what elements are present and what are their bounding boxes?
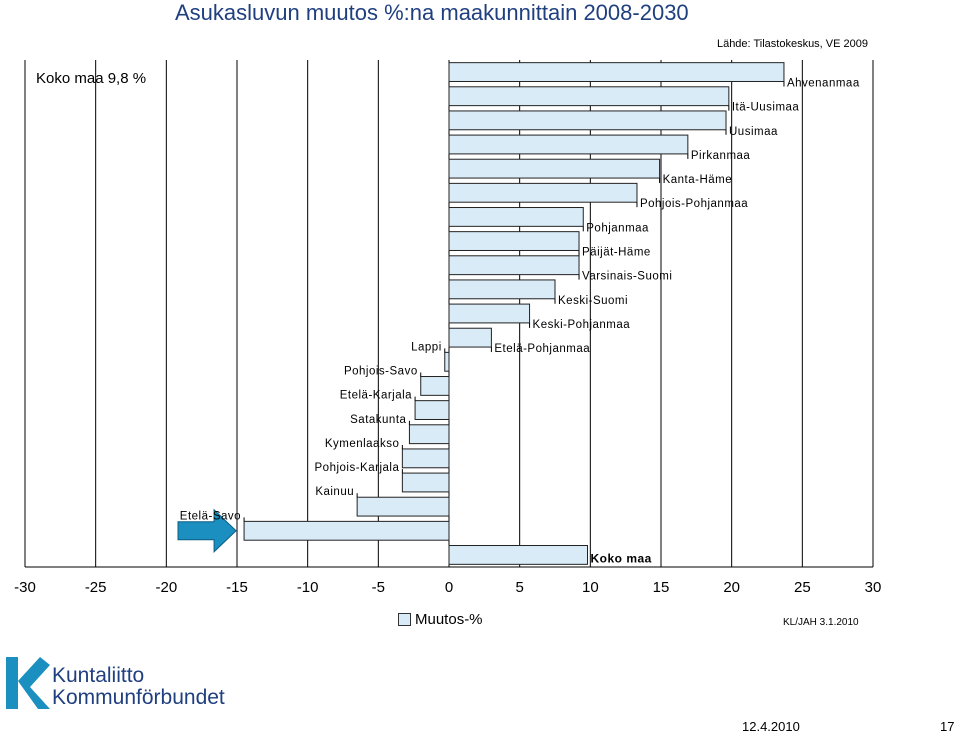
bar-keski-suomi bbox=[448, 279, 556, 300]
x-tick-label: -15 bbox=[226, 579, 248, 596]
author-stamp: KL/JAH 3.1.2010 bbox=[783, 617, 859, 628]
bar-kymenlaakso bbox=[401, 448, 450, 469]
category-label: Varsinais-Suomi bbox=[582, 271, 672, 283]
category-label: Koko maa bbox=[591, 551, 652, 565]
kuntaliitto-logo-icon bbox=[6, 657, 50, 709]
legend-swatch bbox=[398, 613, 411, 626]
category-label: Etelä-Karjala bbox=[340, 390, 412, 402]
category-label: Ahvenanmaa bbox=[787, 77, 860, 89]
logo-line-2: Kommunförbundet bbox=[52, 686, 225, 709]
logo-line-1: Kuntaliitto bbox=[52, 664, 145, 687]
bar-koko-maa bbox=[448, 545, 589, 565]
category-label: Keski-Pohjanmaa bbox=[533, 319, 631, 331]
x-tick-label: -10 bbox=[297, 579, 319, 596]
bar-chart: Ahvenanmaa Itä-Uusimaa Uusimaa Pirkanmaa Kan… bbox=[14, 60, 881, 596]
x-tick-label: 30 bbox=[865, 579, 882, 596]
logo-wordmark: Kuntaliitto Kommunförbundet bbox=[52, 665, 225, 709]
category-label: Uusimaa bbox=[729, 126, 778, 138]
bar-uusimaa bbox=[448, 110, 727, 131]
category-label: Pohjois-Karjala bbox=[315, 462, 400, 474]
bar-pirkanmaa bbox=[448, 134, 689, 155]
bar-pohjois-karjala bbox=[401, 472, 450, 493]
x-tick-label: 20 bbox=[723, 579, 740, 596]
x-tick-label: -5 bbox=[372, 579, 385, 596]
page-number: 17 bbox=[940, 719, 955, 734]
bar-kanta-h-me bbox=[448, 158, 661, 179]
bar-p-ij-t-h-me bbox=[448, 231, 580, 251]
x-tick-label: -20 bbox=[155, 579, 177, 596]
category-label: Etelä-Savo bbox=[180, 510, 241, 522]
category-label: Kymenlaakso bbox=[325, 438, 400, 450]
category-label: Päijät-Häme bbox=[582, 246, 651, 258]
bar-pohjois-pohjanmaa bbox=[448, 182, 638, 203]
category-labels: Ahvenanmaa Itä-Uusimaa Uusimaa Pirkanmaa Kan… bbox=[180, 77, 860, 565]
bar-etel-pohjanmaa bbox=[448, 327, 492, 348]
category-label: Etelä-Pohjanmaa bbox=[494, 343, 590, 355]
x-tick-label: 25 bbox=[794, 579, 811, 596]
bar-kainuu bbox=[356, 496, 450, 517]
bar-keski-pohjanmaa bbox=[448, 303, 531, 324]
x-tick-label: 10 bbox=[582, 579, 599, 596]
bar-pohjanmaa bbox=[448, 207, 584, 227]
bar-satakunta bbox=[408, 424, 450, 445]
bar-etel-karjala bbox=[414, 400, 450, 420]
category-label: Pirkanmaa bbox=[691, 150, 751, 162]
highlight-arrow-icon bbox=[177, 508, 237, 553]
bars bbox=[243, 62, 785, 565]
legend-label: Muutos-% bbox=[415, 611, 483, 628]
category-label: Pohjois-Savo bbox=[344, 366, 418, 378]
source-note: Lähde: Tilastokeskus, VE 2009 bbox=[716, 38, 868, 50]
category-label: Pohjanmaa bbox=[586, 222, 649, 234]
x-tick-label: 0 bbox=[445, 579, 453, 596]
x-tick-labels: -30 -25 -20 -15 -10 -5 0 5 10 15 20 25 30 bbox=[14, 579, 881, 596]
bar-ahvenanmaa bbox=[448, 62, 785, 82]
category-label: Lappi bbox=[411, 341, 442, 353]
category-label: Pohjois-Pohjanmaa bbox=[640, 198, 748, 210]
legend: Muutos-% bbox=[398, 611, 483, 628]
koko-maa-value-label: Koko maa 9,8 % bbox=[36, 70, 147, 87]
x-tick-label: -25 bbox=[85, 579, 107, 596]
category-label: Kanta-Häme bbox=[663, 174, 733, 186]
footer-date: 12.4.2010 bbox=[742, 719, 800, 734]
category-label: Satakunta bbox=[350, 414, 406, 426]
highlight-arrow-shape bbox=[177, 508, 237, 553]
bar-pohjois-savo bbox=[420, 376, 450, 396]
category-label: Keski-Suomi bbox=[558, 295, 628, 307]
x-tick-label: 15 bbox=[653, 579, 670, 596]
x-tick-label: 5 bbox=[515, 579, 523, 596]
bar-lappi bbox=[444, 351, 450, 372]
category-label: Kainuu bbox=[315, 486, 354, 498]
bar-it-uusimaa bbox=[448, 86, 730, 107]
category-label: Itä-Uusimaa bbox=[732, 102, 800, 114]
bar-etel-savo bbox=[243, 520, 450, 541]
page-title: Asukasluvun muutos %:na maakunnittain 20… bbox=[175, 0, 689, 25]
bar-varsinais-suomi bbox=[448, 255, 580, 276]
x-tick-label: -30 bbox=[14, 579, 36, 596]
